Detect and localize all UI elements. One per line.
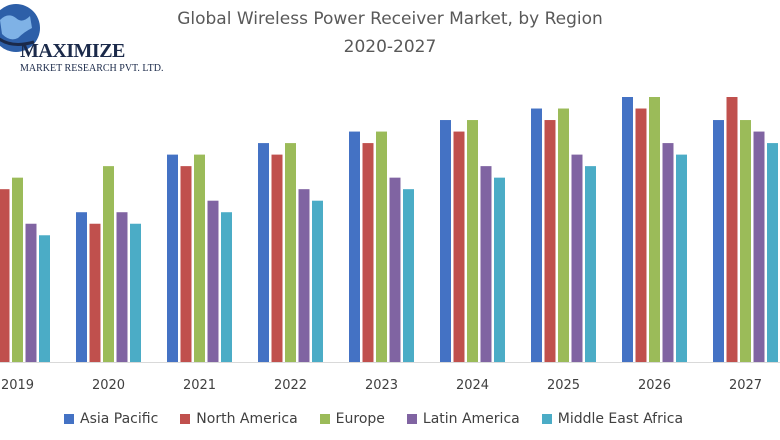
bar-2021-latin-america bbox=[207, 200, 219, 362]
legend-label: North America bbox=[196, 411, 298, 427]
x-tick-label: 2022 bbox=[274, 378, 307, 393]
bar-2019-latin-america bbox=[25, 223, 37, 362]
bar-2027-asia-pacific bbox=[713, 120, 724, 362]
bar-2025-europe bbox=[558, 108, 569, 363]
bar-2020-middle-east-africa bbox=[130, 223, 141, 362]
bar-2027-middle-east-africa bbox=[767, 143, 778, 362]
logo-name: MAXIMIZE bbox=[20, 40, 125, 62]
bar-2024-north-america bbox=[453, 131, 465, 362]
company-logo: MAXIMIZE MARKET RESEARCH PVT. LTD. bbox=[0, 0, 170, 80]
bar-2022-north-america bbox=[271, 154, 283, 362]
legend-item: North America bbox=[180, 411, 298, 427]
legend-item: Middle East Africa bbox=[541, 411, 684, 427]
bar-2023-north-america bbox=[362, 143, 374, 362]
legend-item: Latin America bbox=[406, 411, 520, 427]
chart-legend: Asia Pacific North America Europe Latin Ame… bbox=[64, 409, 780, 429]
bar-2023-latin-america bbox=[389, 177, 401, 362]
x-tick-label: 2020 bbox=[92, 378, 125, 393]
bar-2020-latin-america bbox=[116, 212, 128, 362]
bar-2022-europe bbox=[285, 143, 296, 362]
legend-label: Europe bbox=[335, 411, 385, 427]
bar-2023-middle-east-africa bbox=[403, 189, 414, 362]
bar-2025-middle-east-africa bbox=[585, 166, 596, 362]
legend-swatch bbox=[406, 414, 417, 424]
bar-2026-asia-pacific bbox=[622, 97, 633, 362]
bar-2023-europe bbox=[376, 131, 387, 362]
chart-title: Global Wireless Power Receiver Market, b… bbox=[177, 9, 603, 29]
bar-2023-asia-pacific bbox=[349, 131, 360, 362]
bar-2027-north-america bbox=[726, 97, 738, 362]
bar-2026-europe bbox=[649, 97, 660, 362]
bar-2027-europe bbox=[740, 120, 751, 362]
legend-swatch bbox=[64, 414, 74, 424]
legend-label: Latin America bbox=[422, 411, 520, 427]
bar-2025-north-america bbox=[544, 120, 556, 362]
bar-2021-middle-east-africa bbox=[221, 212, 232, 362]
bar-2024-europe bbox=[467, 120, 478, 362]
bar-2025-asia-pacific bbox=[531, 108, 542, 363]
bar-2022-asia-pacific bbox=[258, 143, 269, 362]
x-tick-label: 2027 bbox=[729, 378, 762, 393]
bar-2026-north-america bbox=[635, 108, 647, 363]
bar-2022-middle-east-africa bbox=[312, 200, 323, 362]
x-tick-label: 2019 bbox=[1, 378, 34, 393]
bar-2024-middle-east-africa bbox=[494, 177, 505, 362]
x-tick-label: 2021 bbox=[183, 378, 216, 393]
bar-2026-latin-america bbox=[662, 143, 674, 362]
bar-2020-europe bbox=[103, 166, 114, 362]
bar-2026-middle-east-africa bbox=[676, 154, 687, 362]
bar-2021-asia-pacific bbox=[167, 154, 178, 362]
legend-swatch bbox=[180, 414, 191, 424]
logo-subtitle: MARKET RESEARCH PVT. LTD. bbox=[20, 63, 164, 74]
legend-swatch bbox=[541, 414, 552, 424]
legend-label: Asia Pacific bbox=[80, 411, 159, 427]
bar-2019-middle-east-africa bbox=[39, 235, 50, 362]
legend-item: Asia Pacific bbox=[64, 411, 158, 427]
x-tick-label: 2023 bbox=[365, 378, 398, 393]
bar-2019-north-america bbox=[0, 189, 10, 362]
bar-2027-latin-america bbox=[753, 131, 765, 362]
bar-2019-europe bbox=[12, 177, 23, 362]
bar-2024-asia-pacific bbox=[440, 120, 451, 362]
bar-2021-europe bbox=[194, 154, 205, 362]
x-tick-label: 2025 bbox=[547, 378, 580, 393]
legend-item: Europe bbox=[319, 411, 385, 427]
x-tick-label: 2026 bbox=[638, 378, 671, 393]
chart-subtitle: 2020-2027 bbox=[343, 37, 437, 57]
bar-2020-asia-pacific bbox=[76, 212, 87, 362]
bar-2020-north-america bbox=[89, 223, 101, 362]
x-tick-label: 2024 bbox=[456, 378, 489, 393]
bar-2022-latin-america bbox=[298, 189, 310, 362]
legend-swatch bbox=[319, 414, 330, 424]
bar-2021-north-america bbox=[180, 166, 192, 362]
globe-icon bbox=[0, 4, 40, 52]
legend-label: Middle East Africa bbox=[557, 411, 684, 427]
bar-2024-latin-america bbox=[480, 166, 492, 362]
bar-2025-latin-america bbox=[571, 154, 583, 362]
